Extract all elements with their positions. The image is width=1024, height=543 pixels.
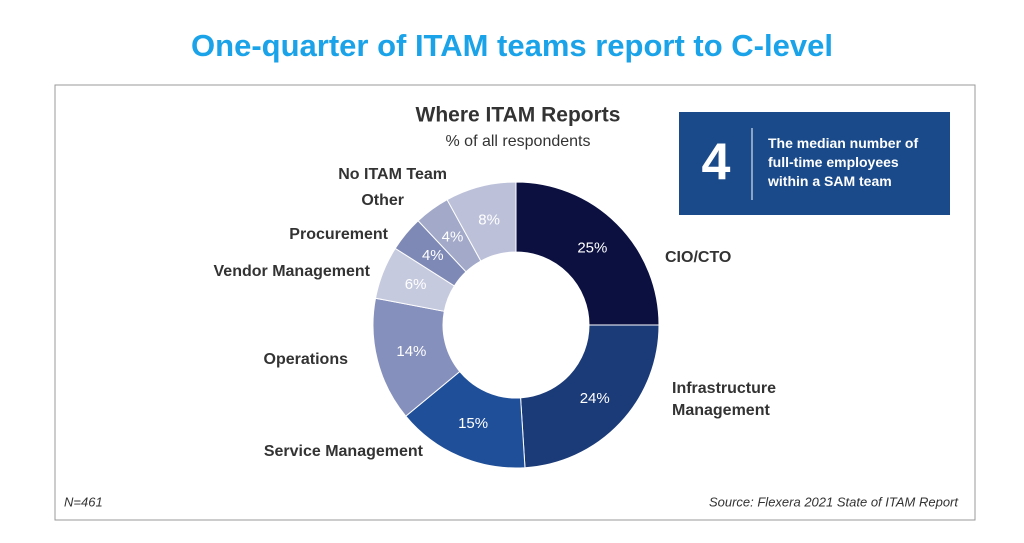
callout-box	[679, 112, 950, 215]
value-label: 6%	[405, 276, 427, 293]
category-label: Procurement	[289, 226, 388, 243]
donut-slice	[520, 324, 660, 469]
value-label: 15%	[458, 415, 488, 432]
donut-slice	[446, 181, 517, 262]
value-label: 4%	[442, 229, 464, 246]
value-label: 25%	[577, 240, 607, 257]
category-label: Vendor Management	[213, 263, 370, 280]
frame	[54, 84, 976, 521]
value-label: 4%	[422, 247, 444, 264]
category-label: Other	[361, 192, 404, 209]
donut-slice	[515, 181, 660, 326]
category-label: Service Management	[263, 443, 423, 460]
category-label: CIO/CTO	[665, 249, 732, 266]
value-label: 24%	[580, 390, 610, 407]
category-label: No ITAM Team	[338, 166, 447, 183]
source: Source: Flexera 2021 State of ITAM Repor…	[709, 494, 959, 509]
category-label: Operations	[263, 351, 348, 368]
headline: One-quarter of ITAM teams report to C-le…	[191, 28, 833, 63]
chart-subtitle: % of all respondents	[446, 133, 591, 150]
chart-title: Where ITAM Reports	[416, 104, 621, 127]
category-label: Infrastructure Management	[672, 380, 777, 419]
value-label: 8%	[478, 211, 500, 228]
callout-number: 4	[702, 134, 731, 192]
note: N=461	[64, 494, 103, 509]
callout-text: The median number of full-time employees…	[768, 135, 919, 189]
value-label: 14%	[396, 343, 426, 360]
